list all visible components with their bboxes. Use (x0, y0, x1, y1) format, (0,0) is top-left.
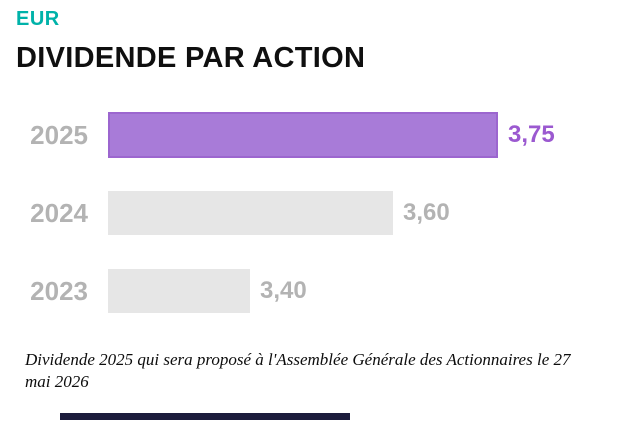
year-label-2024: 2024 (30, 197, 88, 228)
footnote: Dividende 2025 qui sera proposé à l'Asse… (25, 350, 571, 391)
bar-2023 (108, 269, 250, 313)
bar-row-2023: 2023 3,40 (0, 269, 307, 313)
bar-row-2024: 2024 3,60 (0, 191, 450, 235)
bar-row-2025: 2025 3,75 (0, 112, 555, 158)
year-label-2025: 2025 (30, 119, 88, 150)
page-title: DIVIDENDE PAR ACTION (16, 42, 366, 74)
value-label-2025: 3,75 (508, 121, 555, 148)
value-label-2023: 3,40 (260, 277, 307, 304)
bar-2024 (108, 191, 393, 235)
value-label-2024: 3,60 (403, 199, 450, 226)
currency-label: EUR (16, 8, 60, 30)
footer-accent-bar (60, 413, 350, 420)
bar-2025 (108, 112, 498, 158)
year-label-2023: 2023 (30, 275, 88, 306)
